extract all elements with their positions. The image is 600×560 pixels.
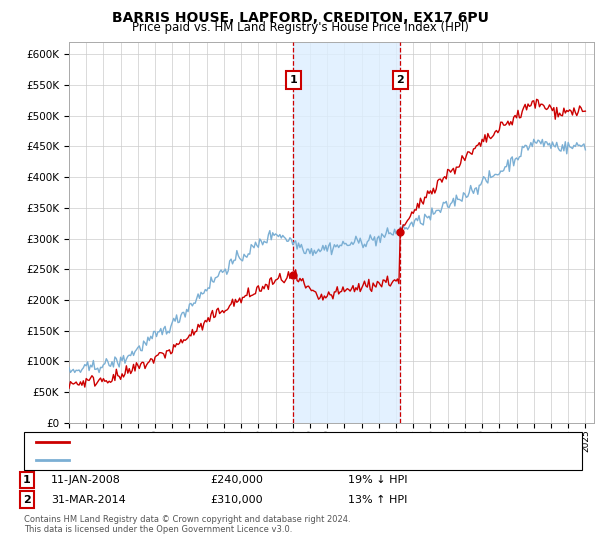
Text: 19% ↓ HPI: 19% ↓ HPI [348, 475, 407, 485]
Text: £310,000: £310,000 [210, 494, 263, 505]
Text: This data is licensed under the Open Government Licence v3.0.: This data is licensed under the Open Gov… [24, 525, 292, 534]
Text: 2: 2 [397, 75, 404, 85]
Text: Price paid vs. HM Land Registry's House Price Index (HPI): Price paid vs. HM Land Registry's House … [131, 21, 469, 34]
Text: 11-JAN-2008: 11-JAN-2008 [51, 475, 121, 485]
Text: BARRIS HOUSE, LAPFORD, CREDITON, EX17 6PU: BARRIS HOUSE, LAPFORD, CREDITON, EX17 6P… [112, 11, 488, 25]
Text: 13% ↑ HPI: 13% ↑ HPI [348, 494, 407, 505]
Text: 1: 1 [23, 475, 31, 485]
Text: HPI: Average price, detached house, Mid Devon: HPI: Average price, detached house, Mid … [75, 455, 313, 465]
Text: 2: 2 [23, 494, 31, 505]
Text: BARRIS HOUSE, LAPFORD, CREDITON, EX17 6PU (detached house): BARRIS HOUSE, LAPFORD, CREDITON, EX17 6P… [75, 437, 407, 447]
Text: £240,000: £240,000 [210, 475, 263, 485]
Text: 31-MAR-2014: 31-MAR-2014 [51, 494, 126, 505]
Text: Contains HM Land Registry data © Crown copyright and database right 2024.: Contains HM Land Registry data © Crown c… [24, 515, 350, 524]
Text: 1: 1 [289, 75, 297, 85]
